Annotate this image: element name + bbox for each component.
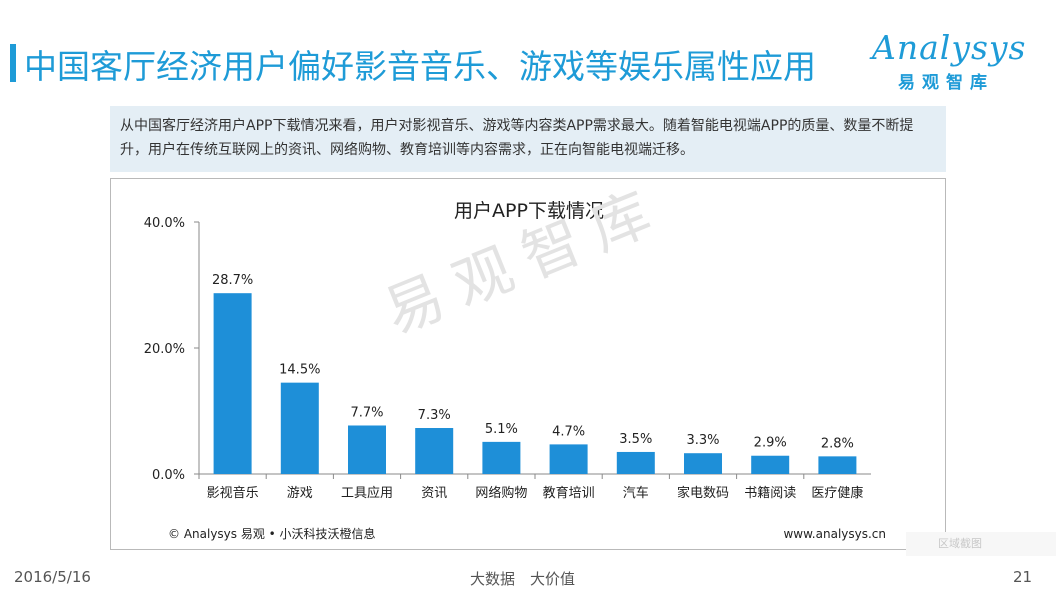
bar-资讯 <box>415 428 454 474</box>
bar-网络购物 <box>482 441 521 474</box>
logo-chinese: 易观智库 <box>898 73 994 93</box>
bar-value-label: 4.7% <box>552 424 585 439</box>
footer-slogan: 大数据 大价值 <box>470 570 576 588</box>
category-label: 医疗健康 <box>811 485 863 501</box>
page-title: 中国客厅经济用户偏好影音音乐、游戏等娱乐属性应用 <box>24 47 816 86</box>
bar-value-label: 7.3% <box>418 408 451 423</box>
bar-教育培训 <box>549 444 588 474</box>
crop-tag: 区域截图 <box>906 532 1056 556</box>
summary-box: 从中国客厅经济用户APP下载情况来看，用户对影视音乐、游戏等内容类APP需求最大… <box>110 106 946 172</box>
bar-家电数码 <box>684 453 722 474</box>
bar-value-label: 28.7% <box>212 273 253 288</box>
bar-value-label: 3.5% <box>619 432 652 447</box>
bar-工具应用 <box>348 425 386 474</box>
category-label: 影视音乐 <box>207 485 259 501</box>
y-tick-label: 20.0% <box>144 342 185 357</box>
source-note: © Analysys 易观 • 小沃科技沃橙信息 <box>168 526 376 541</box>
category-label: 游戏 <box>287 486 313 501</box>
category-label: 资讯 <box>421 486 447 501</box>
bar-value-label: 14.5% <box>279 363 320 378</box>
bar-value-label: 5.1% <box>485 422 518 437</box>
category-label: 汽车 <box>623 485 649 501</box>
summary-text: 从中国客厅经济用户APP下载情况来看，用户对影视音乐、游戏等内容类APP需求最大… <box>120 118 914 158</box>
title-accent-bar <box>10 44 16 82</box>
y-tick-label: 40.0% <box>144 216 185 231</box>
page-number: 21 <box>1013 568 1033 586</box>
analysys-logo: Analysys 易观智库 <box>872 28 1032 93</box>
category-label: 家电数码 <box>677 485 729 501</box>
bar-chart: 用户APP下载情况 0.0% 20.0% 40.0% 28.7% 影视音乐 14.5% 游戏 7… <box>144 200 886 541</box>
chart-title: 用户APP下载情况 <box>454 200 604 222</box>
bar-value-label: 2.8% <box>821 436 854 451</box>
y-tick-label: 0.0% <box>152 468 185 483</box>
bar-value-label: 2.9% <box>754 436 787 451</box>
chart-panel: 用户APP下载情况 0.0% 20.0% 40.0% 28.7% 影视音乐 14.5% 游戏 7… <box>110 178 946 550</box>
bar-汽车 <box>616 451 655 474</box>
category-label: 书籍阅读 <box>744 485 796 501</box>
bar-value-label: 3.3% <box>686 433 719 448</box>
category-label: 网络购物 <box>475 485 527 501</box>
bar-value-label: 7.7% <box>350 405 383 420</box>
bar-游戏 <box>280 382 319 474</box>
bar-影视音乐 <box>213 293 252 474</box>
source-website: www.analysys.cn <box>783 527 886 541</box>
category-label: 教育培训 <box>543 485 595 501</box>
category-label: 工具应用 <box>341 485 393 501</box>
footer-date: 2016/5/16 <box>14 568 91 586</box>
bar-医疗健康 <box>818 456 857 474</box>
bar-书籍阅读 <box>751 455 790 474</box>
logo-english: Analysys <box>872 28 1027 67</box>
